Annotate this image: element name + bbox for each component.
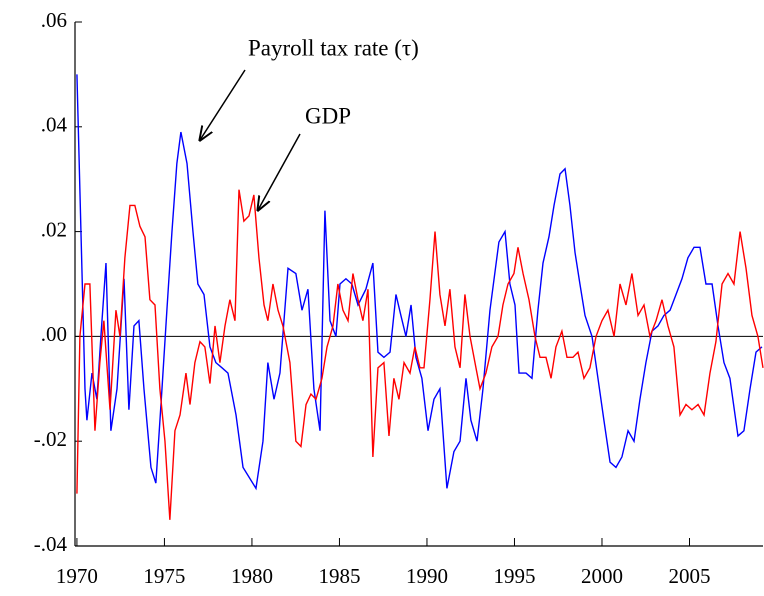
plot-area: .06 .04 .02 .00 -.02 -.04 1970 1975 1980 1985 1990… [34,8,764,588]
annotation-arrow [258,133,301,210]
x-tick-label: 2005 [668,564,710,588]
y-tick-label: -.02 [34,427,67,451]
annotation: Payroll tax rate (τ) [248,35,419,60]
annotation-arrow [200,69,246,140]
x-tick-label: 1975 [143,564,185,588]
y-tick-label: -.04 [34,532,68,556]
x-tick-label: 1980 [231,564,273,588]
x-tick-label: 1995 [493,564,535,588]
series-line [76,189,764,520]
y-tick-label: .02 [41,217,67,241]
series-line [76,74,763,491]
x-tick-label: 1970 [56,564,98,588]
y-tick-label: .00 [41,322,67,346]
x-tick-label: 2000 [581,564,623,588]
annotation: GDP [305,103,351,128]
x-tick-label: 1985 [318,564,360,588]
y-tick-label: .04 [41,113,68,137]
x-tick-label: 1990 [406,564,448,588]
y-tick-label: .06 [41,8,67,32]
